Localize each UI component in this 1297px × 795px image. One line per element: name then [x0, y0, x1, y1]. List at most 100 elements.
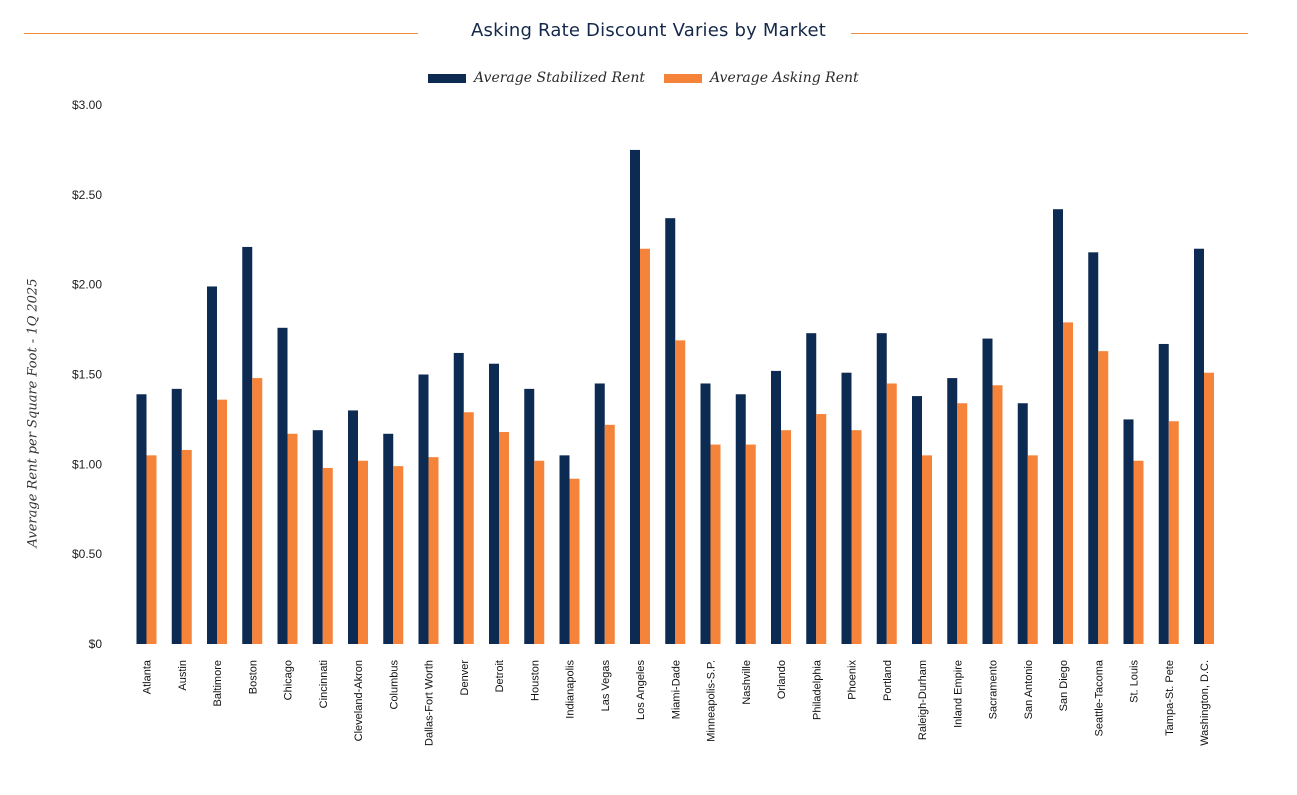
bar-stabilized-rent: [489, 363, 499, 644]
x-tick-label: Cincinnati: [318, 660, 330, 708]
bar-asking-rent: [393, 466, 404, 644]
bar-asking-rent: [1168, 421, 1179, 644]
bar-asking-rent: [252, 378, 263, 644]
x-tick-label: San Antonio: [1023, 660, 1035, 719]
x-tick-label: Houston: [529, 660, 541, 701]
x-tick-label: Boston: [247, 660, 259, 694]
bar-asking-rent: [358, 460, 368, 644]
bar-stabilized-rent: [1194, 248, 1204, 645]
x-tick-label: Austin: [177, 660, 189, 691]
bar-asking-rent: [463, 412, 474, 644]
bar-stabilized-rent: [559, 455, 570, 644]
bar-stabilized-rent: [1017, 403, 1028, 644]
bar-stabilized-rent: [348, 410, 358, 644]
bar-asking-rent: [851, 430, 862, 644]
x-tick-label: Orlando: [776, 660, 788, 699]
bar-asking-rent: [217, 399, 227, 644]
bar-stabilized-rent: [700, 383, 711, 644]
bar-asking-rent: [886, 383, 897, 644]
x-tick-label: Washington, D.C.: [1199, 660, 1211, 746]
x-tick-label: Sacramento: [988, 660, 1000, 719]
bar-stabilized-rent: [594, 383, 605, 644]
bar-asking-rent: [1027, 455, 1038, 644]
bar-asking-rent: [181, 449, 192, 644]
bar-asking-rent: [992, 385, 1003, 644]
bar-stabilized-rent: [312, 430, 323, 644]
x-tick-label: San Diego: [1058, 660, 1070, 711]
bar-stabilized-rent: [453, 352, 464, 644]
bar-stabilized-rent: [735, 394, 746, 644]
bar-stabilized-rent: [524, 388, 535, 644]
legend: Average Stabilized Rent Average Asking R…: [0, 70, 1297, 92]
legend-swatch-asking: [664, 73, 702, 83]
bar-stabilized-rent: [876, 333, 887, 644]
bar-asking-rent: [922, 455, 932, 644]
bar-stabilized-rent: [171, 388, 182, 644]
legend-label-asking: Average Asking Rent: [710, 70, 859, 86]
x-tick-label: Tampa-St. Pete: [1164, 660, 1176, 736]
chart-title: Asking Rate Discount Varies by Market: [470, 20, 826, 41]
legend-item-stabilized: Average Stabilized Rent: [428, 70, 645, 86]
x-tick-label: Baltimore: [212, 660, 224, 706]
bar-asking-rent: [710, 444, 721, 644]
bar-asking-rent: [781, 430, 791, 644]
x-tick-label: Cleveland-Akron: [353, 660, 365, 741]
x-tick-label: Detroit: [494, 660, 506, 692]
bar-asking-rent: [604, 424, 615, 644]
bar-stabilized-rent: [207, 286, 217, 644]
bar-stabilized-rent: [912, 396, 922, 644]
bar-asking-rent: [1098, 351, 1109, 644]
x-tick-label: Raleigh-Durham: [917, 660, 929, 740]
x-tick-label: Chicago: [283, 660, 295, 700]
legend-item-asking: Average Asking Rent: [664, 70, 859, 86]
y-tick-label: $1.50: [72, 368, 102, 382]
x-tick-label: Indianapolis: [565, 660, 577, 719]
x-tick-label: Las Vegas: [600, 660, 612, 712]
title-rule-right: [851, 33, 1248, 34]
bar-stabilized-rent: [277, 327, 288, 644]
bar-stabilized-rent: [665, 218, 676, 644]
bar-asking-rent: [428, 457, 439, 644]
bar-stabilized-rent: [982, 338, 993, 644]
bar-stabilized-rent: [1053, 209, 1063, 644]
bar-asking-rent: [1133, 460, 1144, 644]
x-tick-label: Phoenix: [847, 660, 859, 700]
bar-asking-rent: [1204, 372, 1214, 644]
x-tick-label: Atlanta: [142, 659, 154, 694]
x-tick-label: St. Louis: [1129, 660, 1141, 703]
x-tick-label: Seattle-Tacoma: [1093, 659, 1105, 736]
y-tick-label: $0: [89, 637, 103, 651]
x-tick-label: Columbus: [388, 660, 400, 710]
bar-stabilized-rent: [1123, 419, 1134, 644]
legend-label-stabilized: Average Stabilized Rent: [474, 70, 645, 86]
x-tick-label: Portland: [882, 660, 894, 701]
legend-swatch-stabilized: [428, 73, 466, 83]
bar-asking-rent: [287, 433, 298, 644]
bar-asking-rent: [499, 431, 509, 644]
bar-asking-rent: [957, 403, 968, 644]
bar-stabilized-rent: [383, 433, 394, 644]
x-tick-label: Denver: [459, 660, 471, 696]
bar-asking-rent: [640, 248, 650, 645]
bar-stabilized-rent: [242, 246, 253, 644]
x-tick-label: Dallas-Fort Worth: [424, 660, 436, 746]
bar-asking-rent: [146, 455, 157, 644]
y-tick-label: $2.50: [72, 188, 102, 202]
bar-stabilized-rent: [418, 374, 429, 644]
bar-stabilized-rent: [947, 378, 958, 644]
title-rule-left: [24, 33, 418, 34]
y-tick-label: $2.00: [72, 278, 102, 292]
bar-asking-rent: [745, 444, 756, 644]
x-tick-label: Inland Empire: [952, 660, 964, 728]
y-tick-label: $0.50: [72, 547, 102, 561]
y-tick-label: $1.00: [72, 457, 102, 471]
x-tick-label: Minneapolis-S.P.: [706, 660, 718, 742]
bar-asking-rent: [816, 414, 827, 644]
bar-stabilized-rent: [1158, 343, 1169, 644]
bar-stabilized-rent: [771, 370, 781, 644]
bar-stabilized-rent: [630, 149, 640, 645]
x-tick-label: Los Angeles: [635, 660, 647, 720]
bar-asking-rent: [1063, 322, 1073, 644]
bar-stabilized-rent: [806, 333, 817, 644]
